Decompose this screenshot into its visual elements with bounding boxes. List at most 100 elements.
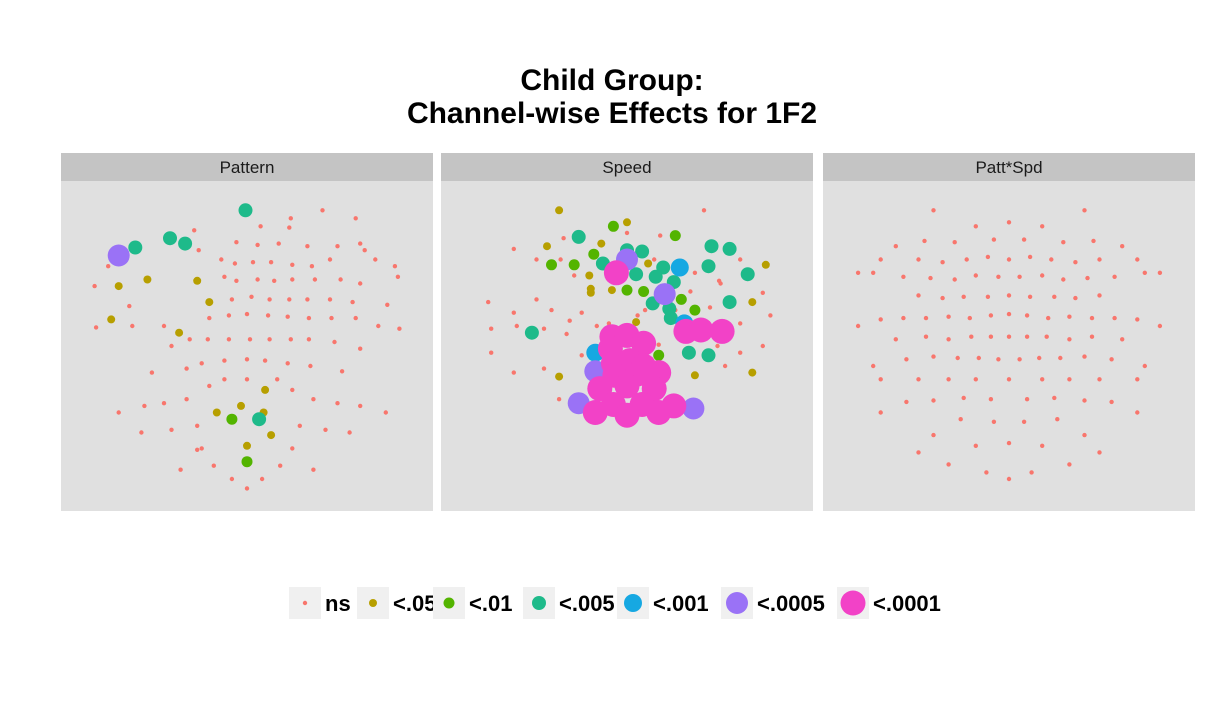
channel-point <box>629 267 644 282</box>
channel-point <box>1089 334 1095 339</box>
channel-point <box>1006 476 1012 482</box>
panel-1: Pattern <box>61 153 433 511</box>
channel-point <box>585 271 594 280</box>
channel-point <box>1157 323 1163 329</box>
channel-point <box>309 264 315 269</box>
channel-point <box>184 366 189 371</box>
channel-point <box>568 259 580 271</box>
channel-point <box>267 337 272 342</box>
legend-item: <.005 <box>523 587 615 619</box>
channel-point <box>226 413 238 425</box>
channel-point <box>931 354 936 359</box>
channel-point <box>252 412 267 427</box>
channel-point <box>878 377 883 382</box>
channel-point <box>106 264 111 269</box>
channel-point <box>1027 254 1033 260</box>
channel-point <box>373 257 378 262</box>
channel-point <box>1082 354 1087 359</box>
channel-point <box>327 297 333 302</box>
channel-point <box>362 248 367 253</box>
channel-point <box>276 241 281 246</box>
channel-point <box>1135 257 1140 262</box>
channel-point <box>541 326 547 331</box>
channel-point <box>973 273 978 278</box>
channel-point <box>288 216 293 221</box>
channel-point <box>973 224 978 229</box>
strip-label: Patt*Spd <box>975 158 1042 177</box>
legend-marker <box>369 599 377 607</box>
channel-point <box>1112 315 1117 321</box>
channel-point <box>199 446 204 451</box>
channel-point <box>92 283 97 289</box>
channel-point <box>250 260 256 265</box>
channel-point <box>624 230 630 236</box>
plot-area <box>823 181 1195 511</box>
channel-point <box>952 240 957 245</box>
channel-point <box>614 373 640 399</box>
channel-point <box>514 323 519 329</box>
channel-point <box>489 350 494 355</box>
channel-point <box>996 274 1001 279</box>
channel-point <box>652 257 657 262</box>
channel-point <box>192 228 197 233</box>
channel-point <box>258 224 263 229</box>
channel-point <box>893 337 898 342</box>
channel-point <box>222 358 227 363</box>
channel-point <box>259 476 265 482</box>
channel-point <box>195 423 200 428</box>
channel-point <box>511 310 516 315</box>
channel-point <box>1142 363 1148 369</box>
channel-point <box>738 321 743 326</box>
channel-point <box>985 294 991 299</box>
channel-point <box>644 259 653 268</box>
channel-point <box>961 294 966 299</box>
channel-point <box>1052 294 1057 299</box>
channel-point <box>287 297 292 302</box>
channel-point <box>549 307 554 313</box>
channel-point <box>1017 274 1022 279</box>
channel-point <box>958 417 963 422</box>
channel-point <box>973 443 978 448</box>
channel-point <box>582 400 608 425</box>
channel-point <box>561 236 566 241</box>
channel-point <box>946 462 951 467</box>
channel-point <box>222 377 227 382</box>
channel-point <box>1097 377 1102 382</box>
channel-point <box>931 398 936 403</box>
channel-point <box>1073 295 1078 301</box>
channel-point <box>116 410 121 415</box>
channel-point <box>1135 377 1140 382</box>
channel-point <box>653 283 676 306</box>
channel-point <box>738 350 743 355</box>
channel-point <box>1017 357 1022 362</box>
channel-point <box>718 281 723 286</box>
legend-label: ns <box>325 591 351 616</box>
channel-point <box>594 323 599 329</box>
channel-point <box>931 208 936 213</box>
channel-point <box>931 432 936 438</box>
channel-point <box>237 401 245 410</box>
channel-point <box>169 427 174 432</box>
channel-point <box>358 281 363 286</box>
channel-point <box>623 218 631 227</box>
channel-point <box>1040 443 1045 448</box>
channel-point <box>1049 257 1054 262</box>
channel-point <box>241 456 253 468</box>
channel-point <box>1082 208 1087 213</box>
channel-point <box>268 260 274 265</box>
channel-point <box>564 331 569 337</box>
channel-point <box>290 446 295 451</box>
channel-point <box>1040 273 1045 278</box>
channel-point <box>232 261 238 266</box>
channel-point <box>1067 337 1072 342</box>
channel-point <box>267 297 272 302</box>
channel-point <box>923 315 929 321</box>
channel-point <box>916 257 921 262</box>
channel-point <box>707 305 713 310</box>
channel-point <box>308 363 313 369</box>
channel-point <box>305 297 310 302</box>
channel-point <box>663 311 678 326</box>
channel-point <box>247 337 253 342</box>
legend-item: <.0001 <box>837 587 941 619</box>
